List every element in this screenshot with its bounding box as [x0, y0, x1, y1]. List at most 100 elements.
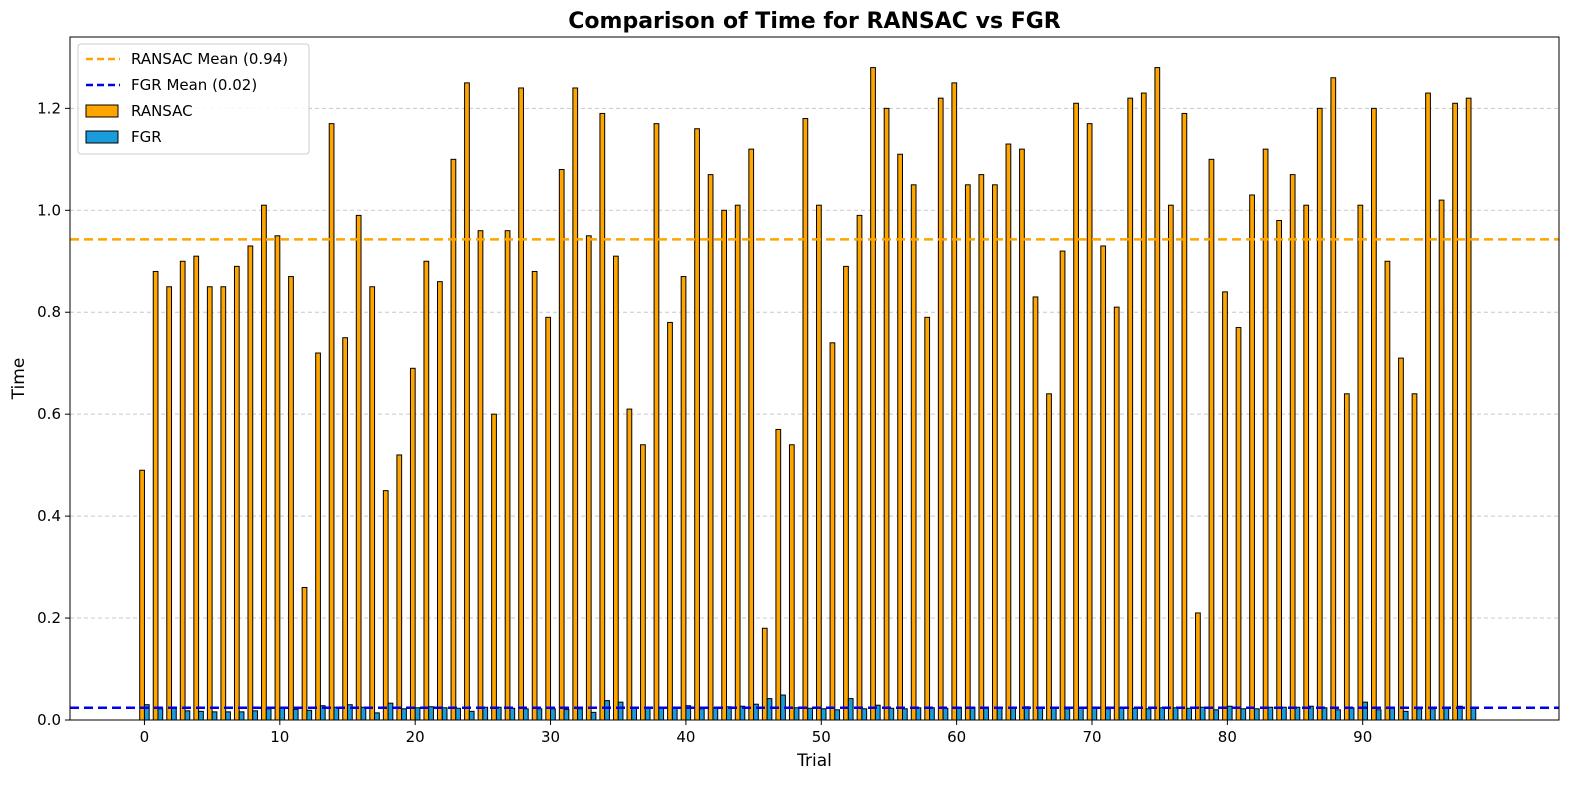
ransac-bar [653, 123, 660, 721]
ransac-bar [1100, 245, 1107, 721]
fgr-bar [1132, 707, 1138, 721]
ransac-bar [1073, 102, 1079, 721]
fgr-bar [414, 707, 421, 721]
fgr-bar [698, 708, 705, 721]
mean-lines [70, 238, 1559, 710]
ransac-bar [937, 97, 944, 721]
ransac-bar [409, 367, 416, 721]
ransac-bar [261, 204, 267, 721]
fgr-bar [1294, 706, 1301, 721]
ransac-bar [423, 260, 430, 721]
fgr-bar [198, 710, 204, 721]
ransac-bar [1371, 107, 1377, 721]
ransac-bar [1046, 393, 1052, 721]
fgr-bar [279, 707, 286, 721]
fgr-bar [157, 708, 164, 721]
ransac-bar [870, 67, 876, 721]
fgr-bar [401, 708, 407, 721]
ransac-bar [531, 270, 538, 721]
fgr-bar [644, 707, 651, 721]
ransac-bar [1316, 107, 1323, 721]
ransac-bar [396, 454, 403, 721]
fgr-bar [1362, 701, 1368, 721]
ransac-bar [193, 255, 200, 721]
ransac-bar [667, 321, 673, 721]
fgr-bar [929, 707, 935, 721]
ransac-bar [978, 174, 985, 721]
ransac-bar [626, 408, 633, 721]
ransac-bar [1262, 148, 1269, 721]
ransac-bar [1384, 260, 1391, 721]
fgr-bar [1389, 706, 1396, 721]
fgr-bar [1335, 709, 1341, 721]
ransac-bar [964, 184, 971, 721]
ransac-bar [1154, 67, 1161, 721]
ransac-bar [1167, 204, 1174, 721]
fgr-bar [387, 702, 394, 721]
fgr-bar [522, 708, 529, 721]
fgr-bar [1416, 708, 1423, 721]
ransac-bar [1465, 97, 1472, 721]
fgr-bar [1267, 706, 1274, 721]
fgr-bar [604, 700, 610, 721]
x-tick-label: 30 [541, 728, 560, 746]
ransac-bar [640, 444, 646, 721]
fgr-bar [1226, 705, 1233, 721]
fgr-bar [1186, 707, 1192, 721]
ransac-bar [464, 82, 470, 721]
fgr-bar [820, 708, 827, 721]
legend-ransac-label: RANSAC [131, 102, 193, 120]
ransac-bar [450, 158, 457, 721]
legend-box [77, 43, 310, 155]
ransac-bar [1019, 148, 1025, 721]
ransac-bar [369, 286, 376, 721]
ransac-bar [1411, 393, 1418, 721]
y-tick-label: 0.0 [37, 711, 61, 729]
x-tick-label: 70 [1082, 728, 1101, 746]
ransac-bar [1398, 357, 1404, 721]
ransac-bar [761, 627, 768, 721]
fgr-bar [1105, 708, 1111, 721]
ransac-bar [1032, 296, 1039, 721]
fgr-bar [1037, 707, 1044, 721]
ransac-bar [220, 286, 227, 721]
fgr-bar [495, 706, 502, 721]
ransac-bar [1330, 77, 1337, 721]
fgr-bar [441, 707, 448, 721]
legend-ransac-mean-label: RANSAC Mean (0.94) [131, 50, 288, 68]
fgr-bar [1443, 706, 1450, 721]
legend: RANSAC Mean (0.94) FGR Mean (0.02) RANSA… [77, 43, 310, 155]
legend-fgr-swatch [85, 130, 119, 144]
ransac-bar [748, 148, 755, 721]
ransac-bar [1438, 199, 1445, 721]
fgr-bar [901, 708, 908, 721]
fgr-bar [1375, 709, 1382, 721]
ransac-bar [883, 107, 890, 721]
ransac-bar [721, 209, 728, 721]
ransac-bar [1452, 102, 1458, 721]
fgr-bar [888, 707, 895, 721]
fgr-bar [712, 707, 719, 721]
fgr-bar [1199, 706, 1206, 721]
ransac-bar [1222, 291, 1228, 721]
fgr-bar [550, 708, 556, 721]
ransac-bar [477, 230, 484, 721]
ransac-bar [924, 316, 931, 721]
ransac-bar [1005, 143, 1012, 721]
chart-title: Comparison of Time for RANSAC vs FGR [568, 9, 1061, 34]
ransac-bar [1086, 123, 1093, 721]
fgr-bar [834, 709, 841, 721]
fgr-bar [211, 711, 218, 721]
ransac-bar [1289, 174, 1296, 721]
ransac-bar [1181, 112, 1188, 721]
ransac-bar [910, 184, 917, 721]
fgr-bar [915, 707, 922, 721]
fgr-bar [671, 706, 678, 721]
y-tick-label: 0.2 [37, 609, 61, 627]
ransac-bar [1357, 204, 1364, 721]
fgr-bar [1159, 707, 1165, 721]
ransac-bar [1195, 612, 1201, 721]
x-tick-label: 90 [1353, 728, 1372, 746]
fgr-bar [306, 709, 313, 721]
ransac-bar [179, 260, 186, 721]
